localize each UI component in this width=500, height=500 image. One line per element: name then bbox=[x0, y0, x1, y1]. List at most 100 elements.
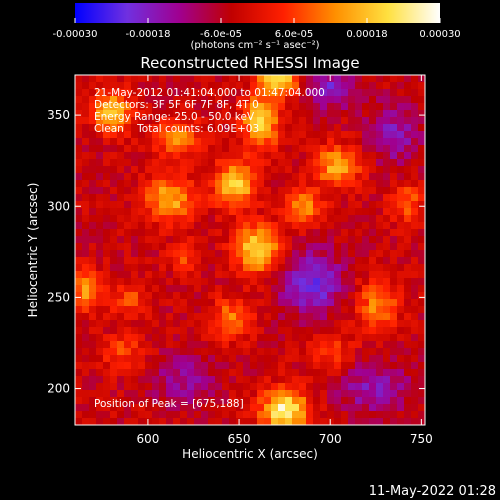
heatmap-cell bbox=[264, 299, 272, 307]
heatmap-cell bbox=[376, 229, 384, 237]
heatmap-cell bbox=[103, 201, 111, 209]
heatmap-cell bbox=[236, 222, 244, 230]
heatmap-cell bbox=[390, 369, 398, 377]
heatmap-cell bbox=[229, 257, 237, 265]
heatmap-cell bbox=[110, 187, 118, 195]
heatmap-cell bbox=[124, 173, 132, 181]
heatmap-cell bbox=[173, 320, 181, 328]
heatmap-cell bbox=[103, 124, 111, 132]
heatmap-cell bbox=[355, 362, 363, 370]
heatmap-cell bbox=[292, 376, 300, 384]
heatmap-cell bbox=[355, 124, 363, 132]
heatmap-cell bbox=[124, 222, 132, 230]
heatmap-cell bbox=[306, 306, 314, 314]
heatmap-cell bbox=[320, 82, 328, 90]
heatmap-cell bbox=[159, 404, 167, 412]
heatmap-cell bbox=[208, 397, 216, 405]
heatmap-cell bbox=[103, 75, 111, 83]
heatmap-cell bbox=[285, 264, 293, 272]
heatmap-cell bbox=[299, 131, 307, 139]
heatmap-cell bbox=[138, 103, 146, 111]
heatmap-cell bbox=[152, 173, 160, 181]
heatmap-cell bbox=[355, 75, 363, 83]
heatmap-cell bbox=[320, 257, 328, 265]
heatmap-cell bbox=[194, 138, 202, 146]
heatmap-cell bbox=[103, 299, 111, 307]
heatmap-cell bbox=[369, 390, 377, 398]
heatmap-cell bbox=[215, 110, 223, 118]
heatmap-cell bbox=[187, 82, 195, 90]
heatmap-cell bbox=[327, 404, 335, 412]
heatmap-cell bbox=[82, 96, 90, 104]
heatmap-cell bbox=[390, 138, 398, 146]
heatmap-cell bbox=[236, 180, 244, 188]
heatmap-cell bbox=[145, 376, 153, 384]
heatmap-cell bbox=[173, 348, 181, 356]
heatmap-cell bbox=[327, 320, 335, 328]
heatmap-cell bbox=[138, 404, 146, 412]
heatmap-cell bbox=[110, 131, 118, 139]
heatmap-cell bbox=[215, 103, 223, 111]
heatmap-cell bbox=[397, 201, 405, 209]
heatmap-cell bbox=[138, 362, 146, 370]
heatmap-cell bbox=[264, 243, 272, 251]
heatmap-cell bbox=[103, 383, 111, 391]
heatmap-cell bbox=[264, 103, 272, 111]
heatmap-cell bbox=[131, 383, 139, 391]
heatmap-cell bbox=[306, 257, 314, 265]
heatmap-cell bbox=[292, 362, 300, 370]
heatmap-cell bbox=[411, 313, 419, 321]
heatmap-cell bbox=[222, 278, 230, 286]
heatmap-cell bbox=[355, 166, 363, 174]
heatmap-cell bbox=[271, 145, 279, 153]
heatmap-cell bbox=[117, 348, 125, 356]
heatmap-cell bbox=[110, 194, 118, 202]
heatmap-cell bbox=[362, 320, 370, 328]
annotation-block: 21-May-2012 01:41:04.000 to 01:47:04.000… bbox=[94, 87, 325, 410]
heatmap-cell bbox=[222, 229, 230, 237]
heatmap-cell bbox=[257, 145, 265, 153]
heatmap-cell bbox=[390, 404, 398, 412]
heatmap-cell bbox=[173, 264, 181, 272]
heatmap-cell bbox=[152, 222, 160, 230]
heatmap-cell bbox=[173, 299, 181, 307]
heatmap-cell bbox=[341, 278, 349, 286]
heatmap-cell bbox=[418, 152, 426, 160]
heatmap-cell bbox=[173, 236, 181, 244]
heatmap-cell bbox=[383, 383, 391, 391]
heatmap-cell bbox=[355, 257, 363, 265]
heatmap-cell bbox=[390, 383, 398, 391]
heatmap-cell bbox=[348, 278, 356, 286]
heatmap-cell bbox=[180, 334, 188, 342]
heatmap-cell bbox=[355, 173, 363, 181]
heatmap-cell bbox=[257, 152, 265, 160]
heatmap-cell bbox=[103, 320, 111, 328]
heatmap-cell bbox=[383, 159, 391, 167]
heatmap-cell bbox=[334, 418, 342, 426]
heatmap-cell bbox=[124, 103, 132, 111]
heatmap-cell bbox=[96, 418, 104, 426]
heatmap-cell bbox=[166, 243, 174, 251]
heatmap-cell bbox=[75, 285, 83, 293]
heatmap-cell bbox=[103, 278, 111, 286]
heatmap-cell bbox=[264, 390, 272, 398]
heatmap-cell bbox=[159, 334, 167, 342]
heatmap-cell bbox=[320, 271, 328, 279]
heatmap-cell bbox=[320, 390, 328, 398]
heatmap-cell bbox=[383, 236, 391, 244]
heatmap-cell bbox=[264, 159, 272, 167]
heatmap-cell bbox=[383, 243, 391, 251]
heatmap-cell bbox=[390, 215, 398, 223]
heatmap-cell bbox=[145, 124, 153, 132]
heatmap-cell bbox=[208, 110, 216, 118]
heatmap-cell bbox=[131, 264, 139, 272]
heatmap-cell bbox=[222, 110, 230, 118]
heatmap-cell bbox=[89, 418, 97, 426]
heatmap-cell bbox=[341, 257, 349, 265]
heatmap-cell bbox=[334, 166, 342, 174]
heatmap-cell bbox=[96, 159, 104, 167]
heatmap-cell bbox=[264, 194, 272, 202]
heatmap-cell bbox=[180, 299, 188, 307]
heatmap-cell bbox=[404, 397, 412, 405]
heatmap-cell bbox=[257, 348, 265, 356]
